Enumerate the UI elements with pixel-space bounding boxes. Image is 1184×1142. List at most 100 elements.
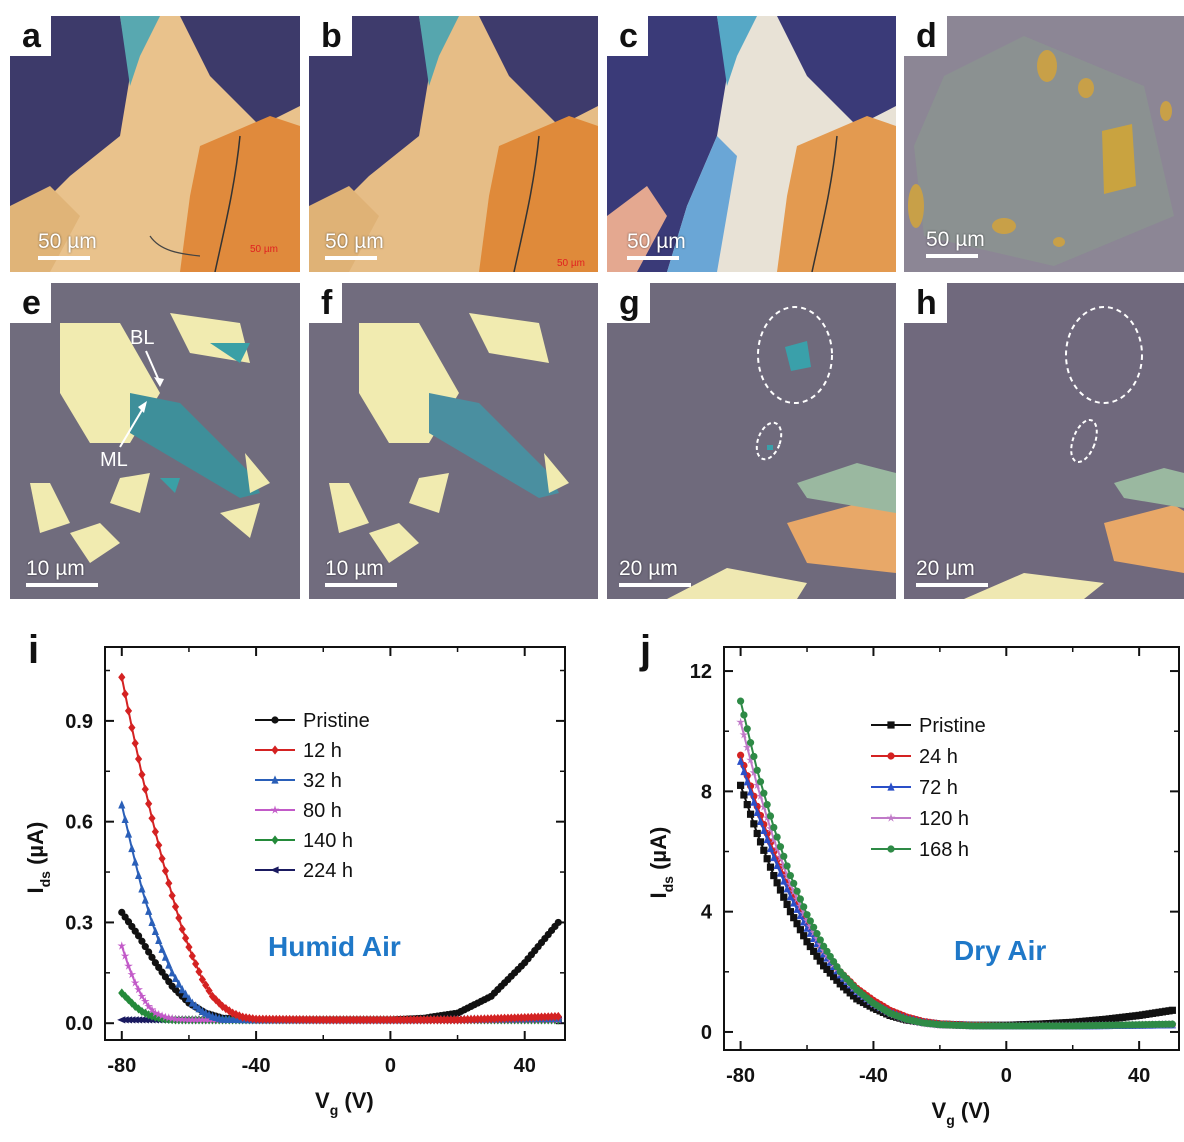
- annotation-text: Dry Air: [954, 935, 1046, 966]
- data-point: [201, 1015, 211, 1024]
- data-point: [155, 935, 163, 944]
- data-point: [151, 827, 159, 837]
- legend-marker: [271, 745, 279, 755]
- data-point: [148, 917, 156, 927]
- legend-marker: [270, 805, 280, 814]
- data-point: [833, 976, 841, 984]
- data-point: [780, 876, 788, 885]
- x-tick-label: 0: [1001, 1065, 1012, 1087]
- data-point: [154, 1009, 164, 1019]
- data-point: [763, 834, 771, 844]
- data-point: [803, 938, 811, 946]
- data-point: [810, 947, 818, 955]
- y-tick-label: 0.3: [65, 912, 93, 934]
- data-point: [737, 697, 745, 705]
- data-point: [749, 768, 759, 777]
- data-point: [812, 934, 822, 943]
- data-point: [736, 717, 745, 726]
- y-axis-title: Ids (µA): [23, 822, 53, 894]
- panel-label-e: e: [10, 283, 51, 323]
- data-point: [740, 711, 748, 719]
- data-point: [134, 870, 143, 880]
- micrograph-h-image: [904, 283, 1184, 599]
- data-point: [829, 973, 838, 981]
- legend-marker: [271, 835, 279, 845]
- chart-label-i: i: [28, 628, 40, 672]
- data-point: [185, 993, 193, 1003]
- legend-label: 140 h: [303, 830, 353, 852]
- data-point: [823, 947, 831, 955]
- data-point: [756, 791, 765, 800]
- data-point: [198, 974, 206, 985]
- data-point: [1168, 1006, 1176, 1014]
- data-point: [137, 991, 147, 1001]
- data-point: [743, 800, 751, 809]
- data-point: [770, 823, 778, 832]
- data-point: [235, 1011, 243, 1021]
- data-point: [776, 868, 785, 877]
- data-point: [554, 1011, 562, 1022]
- data-point: [151, 926, 159, 935]
- y-tick-label: 12: [690, 661, 712, 683]
- data-point: [155, 840, 163, 850]
- data-point: [138, 884, 146, 893]
- legend-marker: [887, 845, 895, 853]
- tiny-scale-text-a: 50 µm: [250, 244, 278, 255]
- data-point: [161, 866, 170, 876]
- data-point: [118, 800, 126, 809]
- data-point: [743, 725, 751, 733]
- data-point: [752, 780, 762, 790]
- legend-marker: [271, 775, 279, 784]
- data-point: [803, 911, 811, 919]
- data-point: [138, 937, 146, 945]
- micrograph-d-image: [904, 16, 1184, 272]
- data-point: [809, 928, 818, 937]
- data-point: [753, 829, 761, 838]
- data-point: [242, 1013, 250, 1023]
- data-point: [168, 968, 176, 977]
- micrograph-c-image: [607, 16, 896, 272]
- data-point: [185, 942, 193, 952]
- data-point: [131, 857, 139, 866]
- data-point: [742, 742, 752, 752]
- data-point: [783, 884, 791, 893]
- data-point: [198, 1015, 207, 1024]
- data-point: [158, 854, 166, 864]
- micrograph-a-image: [10, 16, 300, 272]
- data-point: [753, 807, 761, 817]
- data-point: [800, 903, 808, 911]
- data-point: [188, 998, 196, 1007]
- x-axis-title: Vg (V): [315, 1088, 374, 1118]
- data-point: [140, 996, 150, 1006]
- data-point: [813, 952, 821, 960]
- data-point: [134, 754, 143, 764]
- data-point: [145, 948, 153, 956]
- scale-bar-b: 50 µm: [325, 230, 385, 260]
- data-point: [759, 802, 769, 811]
- data-point: [1168, 1020, 1176, 1028]
- data-point: [184, 1015, 194, 1024]
- data-point: [171, 902, 180, 912]
- data-point: [783, 862, 791, 870]
- x-tick-label: 40: [514, 1055, 536, 1077]
- data-point: [168, 890, 176, 901]
- scale-bar-f: 10 µm: [325, 557, 405, 587]
- legend-label: Pristine: [919, 715, 986, 737]
- data-point: [554, 918, 562, 927]
- data-point: [178, 985, 186, 994]
- legend-marker: [887, 782, 895, 791]
- scale-bar-h: 20 µm: [916, 557, 996, 587]
- data-point: [760, 789, 768, 797]
- data-point: [218, 1001, 227, 1012]
- data-point: [799, 908, 809, 918]
- chart-label-j: j: [640, 628, 652, 672]
- scale-bar-d: 50 µm: [926, 228, 986, 258]
- data-point: [766, 863, 775, 871]
- y-tick-label: 0.0: [65, 1013, 93, 1035]
- data-point: [826, 952, 834, 961]
- data-point: [148, 953, 156, 961]
- data-point: [148, 1011, 156, 1021]
- data-point: [780, 852, 788, 860]
- data-point: [130, 978, 140, 987]
- data-point: [746, 787, 755, 796]
